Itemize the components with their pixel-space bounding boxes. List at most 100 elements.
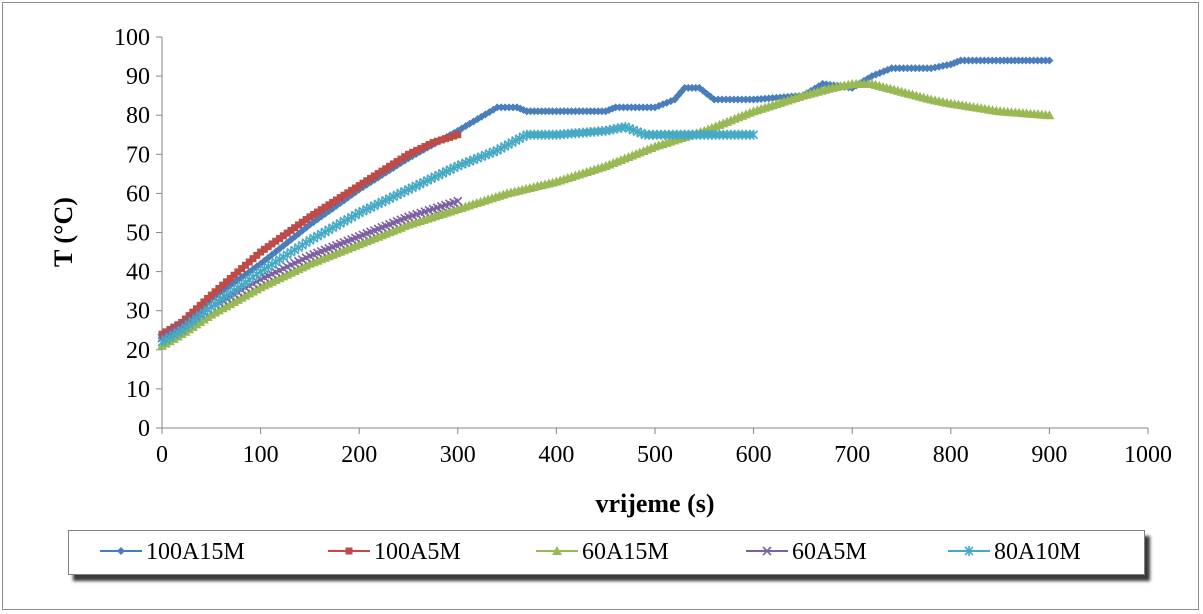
data-point [226,275,234,283]
x-tick-label: 400 [538,442,574,468]
data-point [437,136,445,144]
x-tick-label: 500 [637,442,673,468]
data-point [268,240,276,248]
x-tick-label: 900 [1031,442,1067,468]
x-tick-label: 600 [736,442,772,468]
data-point [1044,110,1055,120]
x-tick-label: 300 [440,442,476,468]
y-tick-label: 10 [126,377,150,403]
data-point [348,186,356,194]
data-point [450,132,458,140]
x-tick-label: 100 [243,442,279,468]
data-point [178,318,186,326]
data-point [222,278,230,286]
series-80A10M [157,121,759,347]
legend-item-60A5M: 60A5M [746,539,867,565]
data-point [397,155,405,163]
data-point [321,203,329,211]
data-point [162,328,170,336]
series-line [161,125,754,343]
data-point [298,218,306,226]
data-point [234,268,242,276]
legend-marker [117,547,125,555]
y-tick-label: 40 [126,260,150,286]
legend-label: 100A15M [146,539,245,565]
data-point [245,258,253,266]
legend-box [68,530,1145,575]
data-point [441,135,449,143]
data-point [355,182,363,190]
data-point [401,153,409,161]
legend-marker [762,546,772,556]
y-axis-title: T (°C) [49,197,78,267]
data-point [413,146,421,154]
series-line [161,59,1050,339]
y-tick-label: 90 [126,64,150,90]
x-tick-label: 800 [933,442,969,468]
legend-item-100A15M: 100A15M [100,539,245,565]
data-point [433,137,441,145]
y-tick-label: 60 [126,181,150,207]
series-line [161,82,1050,347]
data-point [453,196,463,206]
legend-marker [345,547,353,555]
legend: 100A15M 100A5M 60A15M 60A5M 80A10M [100,539,1081,565]
data-point [204,294,212,302]
x-tick-label: 0 [156,442,168,468]
series-60A15M [157,78,1055,350]
data-point [295,221,303,229]
data-point [181,315,189,323]
data-point [386,162,394,170]
data-point [287,226,295,234]
data-point [283,229,291,237]
x-tick-label: 700 [834,442,870,468]
data-point [276,235,284,243]
data-point [367,174,375,182]
y-tick-label: 70 [126,142,150,168]
data-point [260,245,268,253]
legend-label: 80A10M [994,539,1081,565]
data-point [351,184,359,192]
data-point [241,261,249,269]
data-point [389,160,397,168]
data-point [310,210,318,218]
data-point [196,301,204,309]
legend-item-100A5M: 100A5M [328,539,461,565]
y-tick-label: 30 [126,299,150,325]
data-point [306,213,314,221]
data-point [359,179,367,187]
data-point [425,141,433,149]
data-point [215,284,223,292]
y-tick-label: 100 [114,25,150,51]
data-point [1045,56,1054,65]
legend-item-80A10M: 80A10M [948,539,1081,565]
data-point [749,129,759,140]
data-point [249,255,257,263]
data-point [378,167,386,175]
series-layer [157,56,1055,350]
legend-label: 60A15M [582,539,669,565]
data-point [313,208,321,216]
data-point [219,281,227,289]
data-point [382,165,390,173]
data-point [253,251,261,259]
data-point [207,291,215,299]
data-point [374,170,382,178]
data-point [230,271,238,279]
legend-marker [964,546,974,556]
data-point [946,60,955,69]
data-point [200,298,208,306]
data-point [421,142,429,150]
x-tick-label: 1000 [1124,442,1172,468]
data-point [405,150,412,158]
data-point [429,139,437,147]
data-point [264,243,272,251]
legend-marker [552,546,562,555]
data-point [302,216,310,224]
data-point [409,148,417,156]
data-point [211,288,219,296]
data-point [317,206,325,214]
data-point [170,323,178,331]
